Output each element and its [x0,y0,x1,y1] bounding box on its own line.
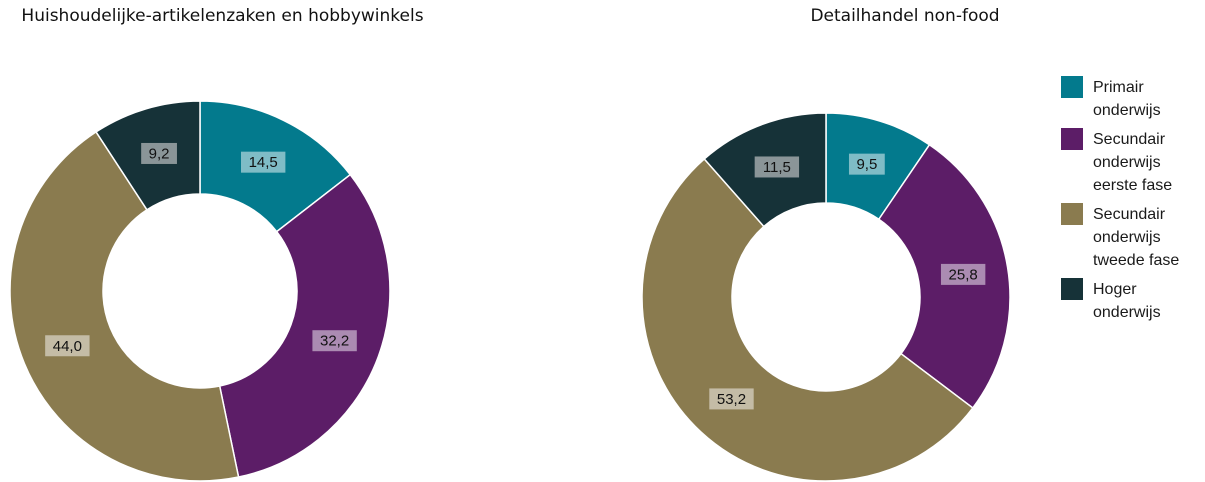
data-label-hoger: 11,5 [763,159,791,176]
data-label-primair: 14,5 [249,154,278,171]
legend-swatch-hoger [1061,278,1083,300]
data-label-box-hoger [754,156,800,178]
legend-label-primair: Primair onderwijs [1093,79,1161,119]
legend-item-secundair-tweede: Secundair onderwijs tweede fase [1061,203,1205,272]
chart-title-left: Huishoudelijke-artikelenzaken en hobbywi… [21,6,424,26]
data-label-secundair-tweede: 44,0 [53,338,82,355]
data-label-box-secundair-eerste [312,330,357,352]
data-label-secundair-eerste: 32,2 [320,333,349,350]
chart-title-right: Detailhandel non-food [810,6,1000,26]
data-label-box-secundair-tweede [709,388,754,410]
legend-label-secundair-eerste: Secundair onderwijs eerste fase [1093,131,1173,194]
legend: Primair onderwijs Secundair onderwijs ee… [1061,76,1205,330]
legend-swatch-secundair-eerste [1061,128,1083,150]
legend-label-secundair-tweede: Secundair onderwijs tweede fase [1093,206,1180,269]
data-label-box-secundair-eerste [940,263,986,285]
legend-label-hoger: Hoger onderwijs [1093,281,1161,321]
data-label-secundair-tweede: 53,2 [717,391,746,408]
donut-chart-left: 14,5 32,2 44,0 9,2 [9,100,391,482]
data-label-box-secundair-tweede [45,335,90,357]
data-label-hoger: 9,2 [149,145,170,162]
donut-chart-right: 9,5 25,8 53,2 11,5 [641,112,1011,482]
legend-swatch-secundair-tweede [1061,203,1083,225]
data-label-box-primair [240,151,286,173]
slice-secundair-tweede [9,130,240,482]
legend-item-primair: Primair onderwijs [1061,76,1205,122]
legend-swatch-primair [1061,76,1083,98]
legend-item-secundair-eerste: Secundair onderwijs eerste fase [1061,128,1205,197]
data-label-box-primair [848,153,885,175]
data-label-primair: 9,5 [856,156,877,173]
data-label-secundair-eerste: 25,8 [949,266,978,283]
legend-item-hoger: Hoger onderwijs [1061,278,1205,324]
data-label-box-hoger [141,142,177,164]
slice-secundair-eerste [218,173,391,478]
